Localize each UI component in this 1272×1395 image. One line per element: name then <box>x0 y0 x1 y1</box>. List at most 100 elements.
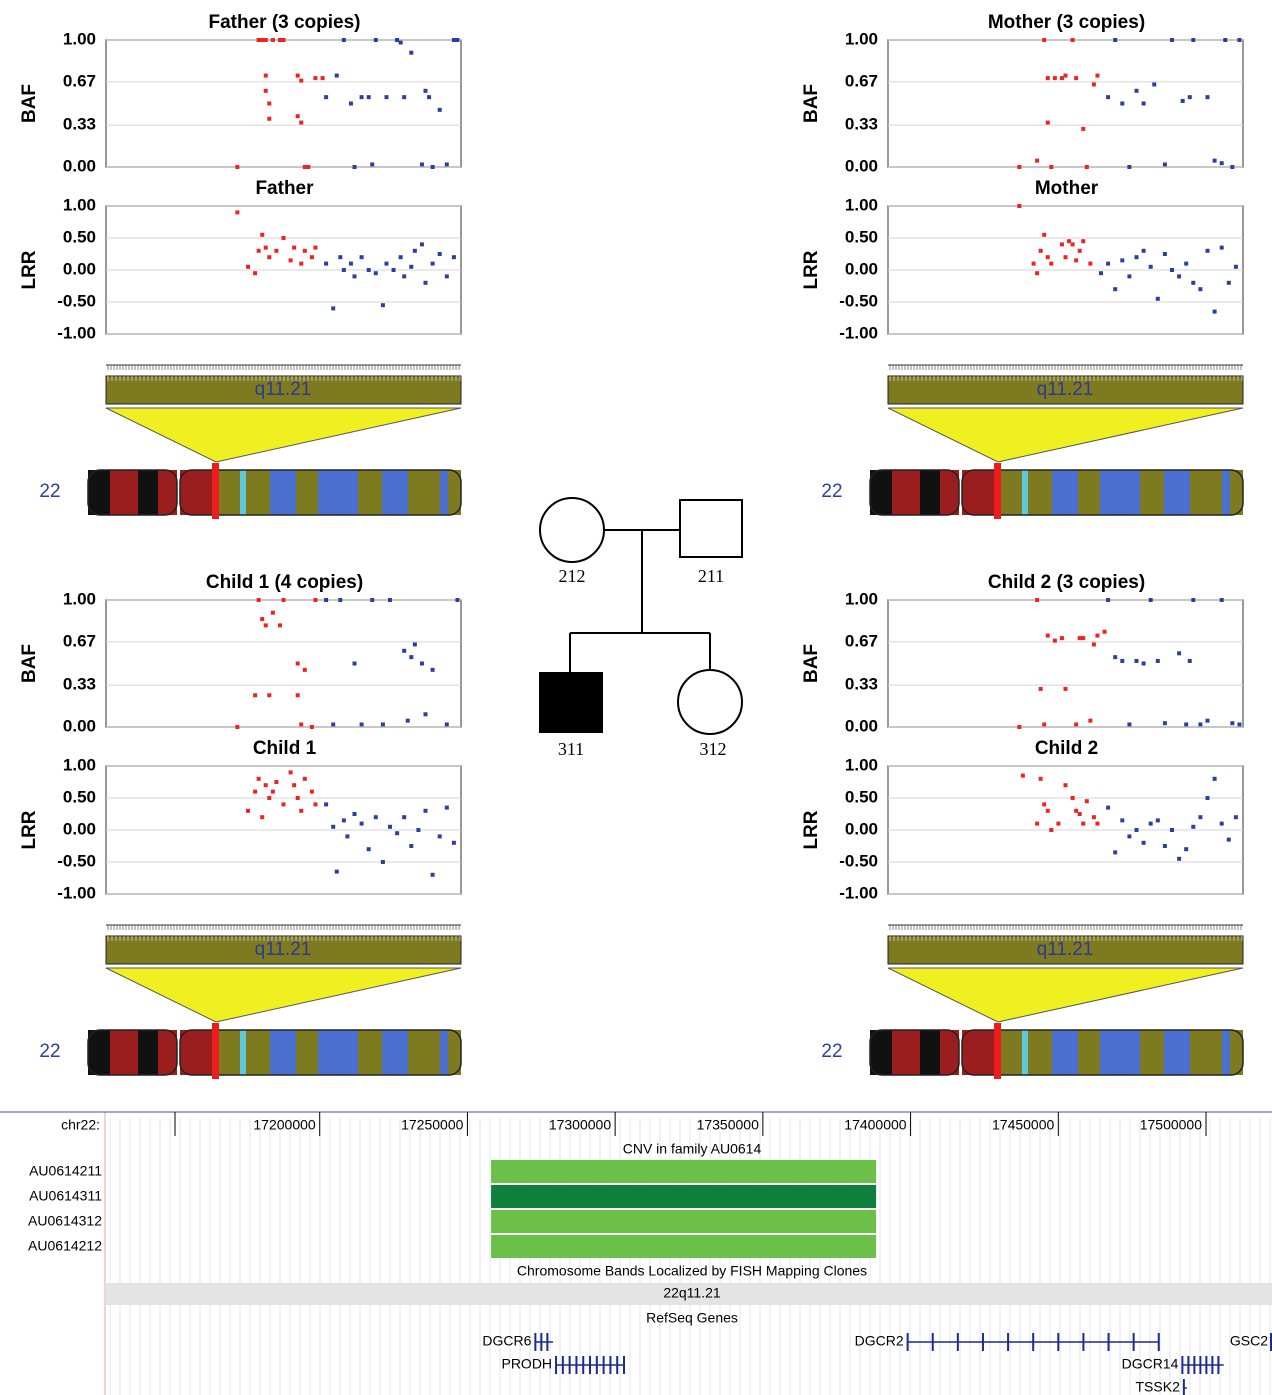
data-point <box>430 165 435 169</box>
data-point <box>1035 821 1040 826</box>
data-point <box>359 821 364 826</box>
data-point <box>256 248 261 253</box>
data-point <box>1155 658 1160 663</box>
data-point <box>1106 805 1111 810</box>
data-point <box>1141 661 1146 666</box>
data-point <box>324 95 329 100</box>
member-id: 211 <box>698 566 724 586</box>
data-point <box>1063 73 1068 78</box>
chromosome-band <box>1100 470 1140 515</box>
data-point <box>370 598 375 602</box>
plot-area <box>105 39 462 168</box>
data-point <box>1120 818 1125 823</box>
data-point <box>1059 76 1064 81</box>
x-tick-label: 17250000 <box>401 1117 464 1133</box>
data-point <box>1177 856 1182 861</box>
data-point <box>324 261 329 266</box>
data-point <box>331 722 336 727</box>
zoom-triangle <box>887 407 1244 463</box>
chromosome-band <box>158 1030 177 1075</box>
chromosome-band <box>448 470 461 515</box>
data-point <box>1170 828 1174 832</box>
chromosome-band <box>318 1030 358 1075</box>
data-point <box>299 808 304 813</box>
data-point <box>270 789 275 794</box>
data-point <box>341 38 346 42</box>
data-point <box>430 872 435 877</box>
y-tick-label: 0.50 <box>63 227 96 246</box>
gene-label: DGCR14 <box>1122 1356 1179 1372</box>
cnv-marker <box>994 463 1001 519</box>
data-point <box>1226 280 1231 285</box>
zoom-triangle <box>105 967 462 1023</box>
cnv-segment <box>491 1185 877 1208</box>
y-axis-label: BAF <box>19 644 40 683</box>
chromosome-band <box>180 1030 214 1075</box>
data-point <box>1091 82 1096 87</box>
data-point <box>427 95 432 100</box>
data-point <box>1127 722 1132 727</box>
zoom-triangle <box>105 407 462 463</box>
x-tick-label: 17350000 <box>697 1117 760 1133</box>
data-point <box>1233 815 1238 820</box>
data-point <box>263 73 268 78</box>
data-point <box>1067 239 1072 244</box>
data-point <box>270 38 275 42</box>
data-point <box>1230 165 1235 169</box>
chromosome-band <box>382 470 408 515</box>
data-point <box>1020 773 1025 778</box>
data-point <box>1081 126 1086 131</box>
data-point <box>352 165 357 169</box>
chromosome-band <box>358 1030 382 1075</box>
data-point <box>398 40 403 45</box>
data-point <box>320 76 325 81</box>
data-point <box>277 623 282 628</box>
data-point <box>253 271 258 276</box>
data-point <box>263 88 268 93</box>
data-point <box>1049 828 1054 832</box>
data-point <box>1180 98 1185 103</box>
band <box>105 935 462 965</box>
chromosome-band <box>962 470 996 515</box>
data-point <box>1177 651 1182 656</box>
data-point <box>455 38 460 42</box>
data-point <box>1152 82 1157 87</box>
data-point <box>384 261 389 266</box>
data-point <box>1045 255 1050 260</box>
data-point <box>260 232 265 237</box>
data-point <box>1212 776 1217 781</box>
data-point <box>1045 633 1050 638</box>
data-point <box>1035 598 1040 602</box>
data-point <box>395 831 400 836</box>
data-point <box>306 165 311 169</box>
data-point <box>313 245 318 250</box>
chromosome-band <box>1164 470 1190 515</box>
chromosome-outline <box>179 469 462 516</box>
x-tick-label: 17450000 <box>992 1117 1055 1133</box>
data-point <box>1106 95 1111 100</box>
data-point <box>1074 808 1079 813</box>
x-tick-label: 17200000 <box>253 1117 316 1133</box>
data-point <box>1038 686 1043 691</box>
data-point <box>235 725 240 729</box>
cnv-marker <box>212 463 219 519</box>
data-point <box>1177 274 1182 279</box>
chromosome-band <box>138 470 158 515</box>
data-point <box>1219 598 1224 602</box>
data-point <box>419 661 424 666</box>
y-axis-label: LRR <box>19 810 40 849</box>
chromosome-band <box>440 1030 448 1075</box>
y-tick-label: 0.00 <box>63 716 96 735</box>
data-point <box>313 76 318 81</box>
pedigree-female <box>539 497 605 563</box>
data-point <box>1170 268 1174 272</box>
data-point <box>313 802 318 807</box>
data-point <box>309 255 314 260</box>
data-point <box>1099 271 1103 276</box>
data-point <box>1184 847 1189 852</box>
data-point <box>295 661 300 666</box>
band <box>105 375 462 405</box>
data-point <box>288 258 293 263</box>
data-point <box>334 73 339 78</box>
data-point <box>299 261 304 266</box>
